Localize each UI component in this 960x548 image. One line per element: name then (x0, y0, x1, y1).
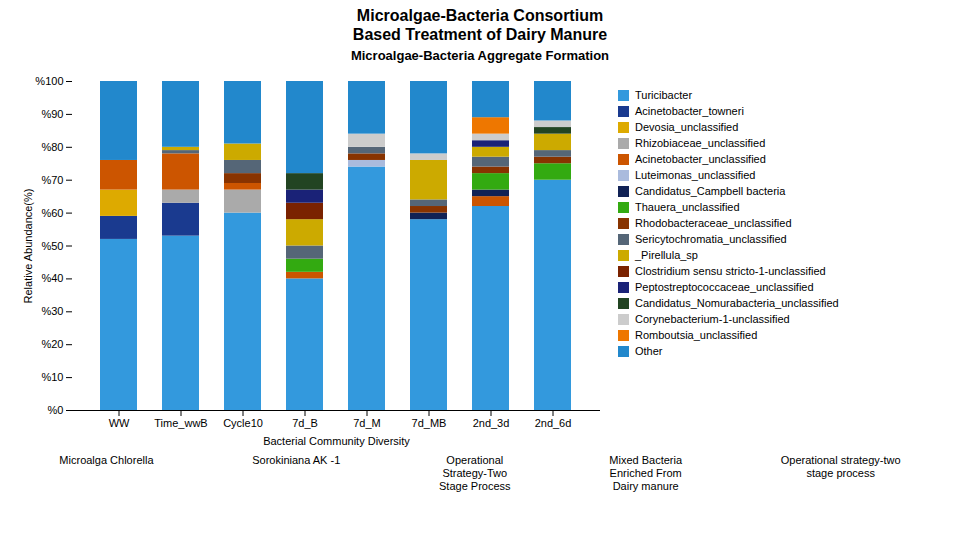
html-text:Microalga Chlorella: Microalga Chlorella (59, 454, 154, 466)
html-text:Luteimonas_unclassified: Luteimonas_unclassified (635, 169, 756, 181)
svg-text:%30: %30 (41, 305, 63, 317)
html-text:Devosia_unclassified: Devosia_unclassified (635, 121, 739, 133)
svg-text:%90: %90 (41, 108, 63, 120)
html-text:Rhizobiaceae_unclassified: Rhizobiaceae_unclassified (635, 137, 766, 149)
html-text:Thauera_unclassified: Thauera_unclassified (635, 201, 740, 213)
svg-text:7d_MB: 7d_MB (412, 417, 447, 429)
html-text:Turicibacter: Turicibacter (635, 89, 693, 101)
svg-text:%0: %0 (48, 404, 64, 416)
html-text:Corynebacterium-1-unclassified: Corynebacterium-1-unclassified (635, 313, 790, 325)
svg-text:Relative Abundance(%): Relative Abundance(%) (22, 189, 34, 304)
html-text:Acinetobacter_unclassified: Acinetobacter_unclassified (635, 153, 766, 165)
svg-text:Bacterial Community Diversity: Bacterial Community Diversity (263, 435, 410, 447)
html-text:Rhodobacteraceae_unclassified: Rhodobacteraceae_unclassified (635, 217, 792, 229)
svg-text:2nd_6d: 2nd_6d (535, 417, 572, 429)
svg-text:7d_M: 7d_M (353, 417, 381, 429)
html-text:Sericytochromatia_unclassified: Sericytochromatia_unclassified (635, 233, 787, 245)
svg-text:Cycle10: Cycle10 (223, 417, 263, 429)
svg-text:2nd_3d: 2nd_3d (473, 417, 510, 429)
html-text:Acinetobacter_towneri: Acinetobacter_towneri (635, 105, 744, 117)
svg-text:%70: %70 (41, 174, 63, 186)
svg-text:%10: %10 (41, 371, 63, 383)
svg-text:%80: %80 (41, 141, 63, 153)
html-text:Operational Strategy-Two Stage: Operational Strategy-Two Stage Process (439, 454, 511, 492)
html-text:Candidatus_Campbell bacteria: Candidatus_Campbell bacteria (635, 185, 786, 197)
html-text:Microalgae-Bacteria Aggregate: Microalgae-Bacteria Aggregate Formation (350, 48, 610, 63)
svg-text:%100: %100 (35, 75, 63, 87)
html-text:_Pirellula_sp: _Pirellula_sp (635, 249, 698, 261)
svg-text:%60: %60 (41, 207, 63, 219)
svg-text:WW: WW (109, 417, 130, 429)
svg-text:7d_B: 7d_B (292, 417, 318, 429)
html-text:Romboutsia_unclassified: Romboutsia_unclassified (635, 329, 758, 341)
svg-text:Time_wwB: Time_wwB (154, 417, 207, 429)
html-text:Operational strategy-two stage: Operational strategy-two stage process (780, 454, 901, 479)
svg-text:%20: %20 (41, 338, 63, 350)
html-text:Sorokiniana AK -1: Sorokiniana AK -1 (252, 454, 341, 466)
html-text:Other: Other (635, 345, 663, 357)
html-text:Peptostreptococcaceae_unclassi: Peptostreptococcaceae_unclassified (635, 281, 814, 293)
html-text:Candidatus_Nomurabacteria_uncl: Candidatus_Nomurabacteria_unclassified (635, 297, 839, 309)
html-text:Clostridium sensu stricto-1-un: Clostridium sensu stricto-1-unclassified (635, 265, 826, 277)
svg-text:%40: %40 (41, 272, 63, 284)
html-text:Mixed Bacteria Enriched From D: Mixed Bacteria Enriched From Dairy manur… (609, 454, 682, 492)
html-text:Microalgae-Bacteria Consortium: Microalgae-Bacteria Consortium Based Tre… (352, 7, 608, 43)
svg-text:%50: %50 (41, 240, 63, 252)
